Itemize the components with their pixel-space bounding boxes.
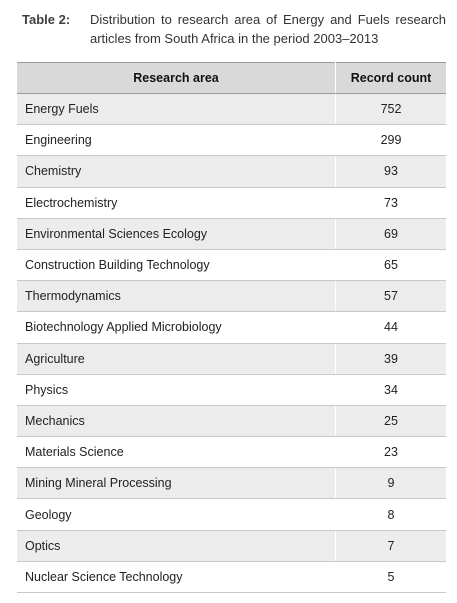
table-row: Chemistry 93 — [17, 155, 446, 188]
record-count-cell: 299 — [335, 124, 446, 157]
research-area-cell: Biotechnology Applied Microbiology — [17, 311, 336, 344]
record-count-cell: 7 — [335, 530, 446, 562]
research-area-cell: Nuclear Science Technology — [17, 561, 336, 594]
caption-label: Table 2: — [22, 12, 71, 27]
table-row: Construction Building Technology 65 — [17, 249, 446, 282]
record-count-cell: 93 — [335, 155, 446, 188]
table-row: Agriculture 39 — [17, 343, 446, 375]
research-area-cell: Energy Fuels — [17, 93, 336, 126]
table-row: Energy Fuels 752 — [17, 93, 446, 126]
record-count-cell: 44 — [335, 311, 446, 344]
research-area-cell: Thermodynamics — [17, 280, 336, 313]
table-row: Geology 8 — [17, 498, 446, 531]
record-count-cell: 57 — [335, 280, 446, 313]
record-count-cell: 5 — [335, 561, 446, 594]
research-area-cell: Optics — [17, 530, 336, 562]
record-count-cell: 8 — [335, 498, 446, 531]
caption-text: Distribution to research area of Energy … — [90, 12, 446, 46]
table-header: Research area Record count — [17, 62, 446, 94]
table-body: Energy Fuels 752 Engineering 299 Chemist… — [17, 93, 446, 594]
table-row: Physics 34 — [17, 374, 446, 406]
header-research-area: Research area — [17, 62, 336, 94]
record-count-cell: 34 — [335, 374, 446, 406]
table-row: Materials Science 23 — [17, 436, 446, 469]
research-area-cell: Geology — [17, 498, 336, 531]
table-row: Biotechnology Applied Microbiology 44 — [17, 311, 446, 344]
table-row: Electrochemistry 73 — [17, 187, 446, 219]
table-row: Engineering 299 — [17, 124, 446, 157]
record-count-cell: 23 — [335, 436, 446, 469]
header-record-count: Record count — [335, 62, 446, 94]
research-area-cell: Engineering — [17, 124, 336, 157]
table-row: Nuclear Science Technology 5 — [17, 561, 446, 594]
header-row: Research area Record count — [17, 62, 446, 94]
research-area-cell: Mining Mineral Processing — [17, 467, 336, 500]
research-area-cell: Construction Building Technology — [17, 249, 336, 282]
record-count-cell: 65 — [335, 249, 446, 282]
table-row: Optics 7 — [17, 530, 446, 562]
table-row: Environmental Sciences Ecology 69 — [17, 218, 446, 250]
research-area-cell: Mechanics — [17, 405, 336, 438]
table-row: Mining Mineral Processing 9 — [17, 467, 446, 500]
research-area-cell: Materials Science — [17, 436, 336, 469]
record-count-cell: 39 — [335, 343, 446, 375]
table-row: Thermodynamics 57 — [17, 280, 446, 313]
record-count-cell: 25 — [335, 405, 446, 438]
table-row: Mechanics 25 — [17, 405, 446, 438]
record-count-cell: 9 — [335, 467, 446, 500]
record-count-cell: 69 — [335, 218, 446, 250]
research-area-cell: Physics — [17, 374, 336, 406]
research-area-cell: Environmental Sciences Ecology — [17, 218, 336, 250]
research-area-cell: Chemistry — [17, 155, 336, 188]
research-area-cell: Agriculture — [17, 343, 336, 375]
research-area-table: Research area Record count Energy Fuels … — [17, 62, 446, 594]
research-area-cell: Electrochemistry — [17, 187, 336, 219]
table-caption: Table 2: Distribution to research area o… — [22, 10, 446, 48]
record-count-cell: 73 — [335, 187, 446, 219]
record-count-cell: 752 — [335, 93, 446, 126]
